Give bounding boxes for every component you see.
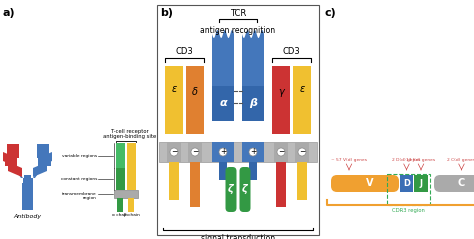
Text: TCR: TCR <box>230 9 246 18</box>
Bar <box>117 198 123 212</box>
Bar <box>212 142 234 162</box>
Text: β: β <box>249 98 257 109</box>
Bar <box>190 162 200 207</box>
Polygon shape <box>5 154 17 166</box>
Text: transmembrane
region: transmembrane region <box>62 192 97 200</box>
Text: −: − <box>278 147 284 157</box>
Circle shape <box>219 148 227 156</box>
Text: 13 J(d) genes: 13 J(d) genes <box>406 158 436 162</box>
Polygon shape <box>33 162 47 177</box>
Circle shape <box>298 148 306 156</box>
Text: ~ 57 V(d) genes: ~ 57 V(d) genes <box>331 158 367 162</box>
Text: C: C <box>458 179 465 189</box>
Text: δ: δ <box>192 87 198 97</box>
Bar <box>242 142 264 162</box>
Text: −: − <box>171 147 177 157</box>
Bar <box>272 110 290 134</box>
Polygon shape <box>37 144 49 158</box>
Bar <box>116 168 125 190</box>
Bar <box>114 190 138 198</box>
Bar <box>219 162 227 180</box>
Text: J: J <box>419 179 422 188</box>
Text: CD3: CD3 <box>176 47 193 56</box>
Bar <box>128 198 134 212</box>
Bar <box>165 66 183 104</box>
Bar <box>212 86 234 121</box>
Text: ε: ε <box>300 84 305 94</box>
Bar <box>274 142 288 162</box>
Bar <box>169 162 179 200</box>
Bar <box>116 143 125 168</box>
Bar <box>186 66 204 110</box>
Text: V: V <box>366 179 374 189</box>
Bar <box>22 183 33 210</box>
Text: 2 C(d) genes: 2 C(d) genes <box>447 158 474 162</box>
Bar <box>414 175 428 192</box>
Bar <box>293 104 311 134</box>
Text: ζ: ζ <box>228 185 234 195</box>
Bar <box>297 162 307 200</box>
Text: c): c) <box>325 8 337 18</box>
Text: +: + <box>250 147 256 157</box>
Polygon shape <box>242 30 264 86</box>
Bar <box>295 142 309 162</box>
Bar <box>159 142 317 162</box>
Text: −: − <box>299 147 305 157</box>
FancyBboxPatch shape <box>434 175 474 192</box>
Text: α chain: α chain <box>112 213 128 217</box>
Polygon shape <box>7 144 19 158</box>
Circle shape <box>191 148 199 156</box>
Text: CDR3 region: CDR3 region <box>392 208 425 213</box>
Bar <box>293 66 311 104</box>
Bar <box>167 142 181 162</box>
Bar <box>23 178 33 208</box>
Text: b): b) <box>160 8 173 18</box>
Text: 2 D(d) genes: 2 D(d) genes <box>392 158 421 162</box>
Polygon shape <box>3 152 17 167</box>
Text: D: D <box>403 179 410 188</box>
Text: T-cell receptor: T-cell receptor <box>111 129 149 134</box>
Text: a): a) <box>3 8 16 18</box>
Text: ζ: ζ <box>242 185 248 195</box>
Text: signal transduction: signal transduction <box>201 234 275 239</box>
Bar <box>400 175 413 192</box>
Text: β chain: β chain <box>124 213 139 217</box>
Bar <box>249 162 257 180</box>
Bar <box>186 110 204 134</box>
Bar <box>24 175 31 183</box>
Text: constant regions: constant regions <box>61 177 97 181</box>
Bar <box>165 104 183 134</box>
Text: Antibody: Antibody <box>13 214 41 219</box>
Polygon shape <box>8 162 22 177</box>
Text: antigen-binding site: antigen-binding site <box>103 134 156 139</box>
Text: α: α <box>219 98 227 109</box>
Text: antigen recognition: antigen recognition <box>201 26 275 35</box>
FancyBboxPatch shape <box>226 167 237 212</box>
Text: CD3: CD3 <box>283 47 301 56</box>
Polygon shape <box>39 154 51 166</box>
Text: ε: ε <box>172 84 177 94</box>
Text: variable regions: variable regions <box>62 153 97 158</box>
Polygon shape <box>7 158 23 178</box>
FancyBboxPatch shape <box>239 167 250 212</box>
Text: −: − <box>192 147 198 157</box>
Text: γ: γ <box>278 87 284 97</box>
Bar <box>127 168 136 190</box>
Circle shape <box>249 148 257 156</box>
Polygon shape <box>38 152 52 167</box>
Bar <box>242 86 264 121</box>
FancyBboxPatch shape <box>331 175 399 192</box>
Bar <box>157 5 319 235</box>
Polygon shape <box>212 30 234 86</box>
Bar <box>272 66 290 110</box>
Bar <box>387 174 430 205</box>
Bar <box>188 142 202 162</box>
Circle shape <box>277 148 285 156</box>
Polygon shape <box>33 158 49 178</box>
Bar <box>127 143 136 168</box>
Circle shape <box>170 148 178 156</box>
Text: +: + <box>220 147 226 157</box>
Bar <box>276 162 286 207</box>
